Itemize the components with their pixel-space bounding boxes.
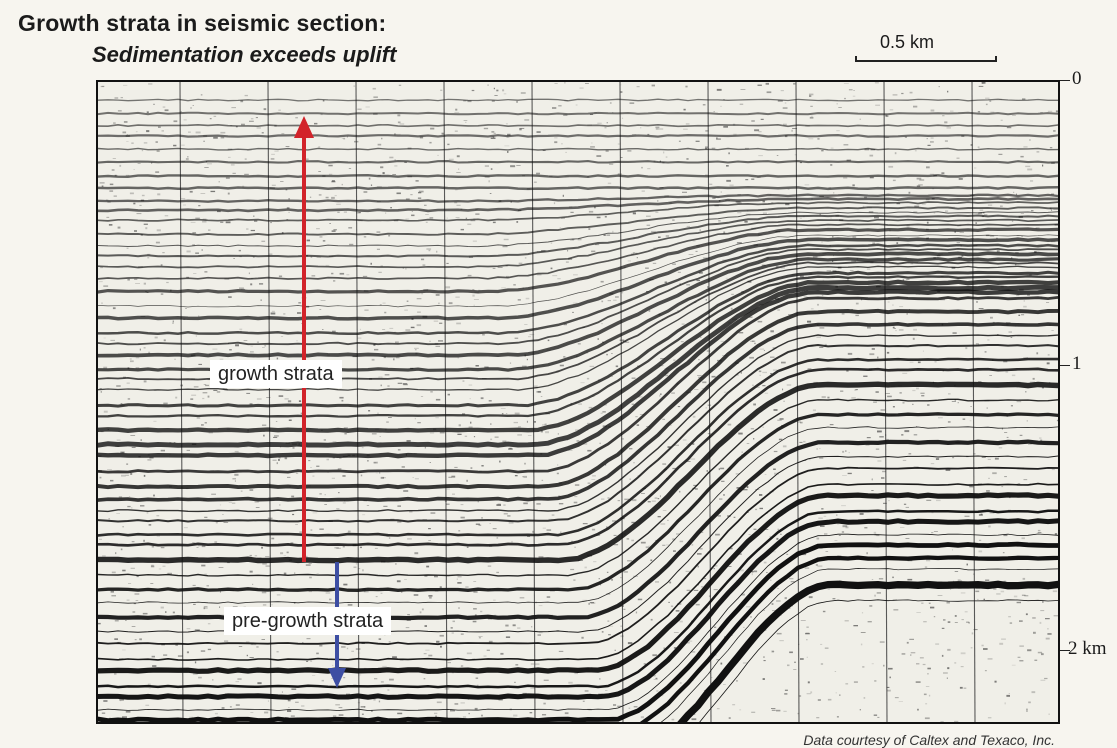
figure-subtitle: Sedimentation exceeds uplift (92, 42, 396, 68)
depth-label-1: 1 (1072, 353, 1082, 375)
pre-growth-strata-label: pre-growth strata (224, 607, 391, 635)
depth-label-2: 2 km (1068, 638, 1108, 660)
scale-bar-label: 0.5 km (880, 32, 934, 53)
data-credit: Data courtesy of Caltex and Texaco, Inc. (803, 732, 1055, 748)
growth-arrow-head (294, 116, 314, 138)
scale-bar (855, 56, 997, 62)
figure-title: Growth strata in seismic section: (18, 10, 386, 37)
depth-tick-0 (1060, 80, 1070, 81)
depth-tick-1 (1060, 365, 1070, 366)
growth-strata-label: growth strata (210, 360, 342, 388)
depth-label-0: 0 (1072, 68, 1082, 90)
